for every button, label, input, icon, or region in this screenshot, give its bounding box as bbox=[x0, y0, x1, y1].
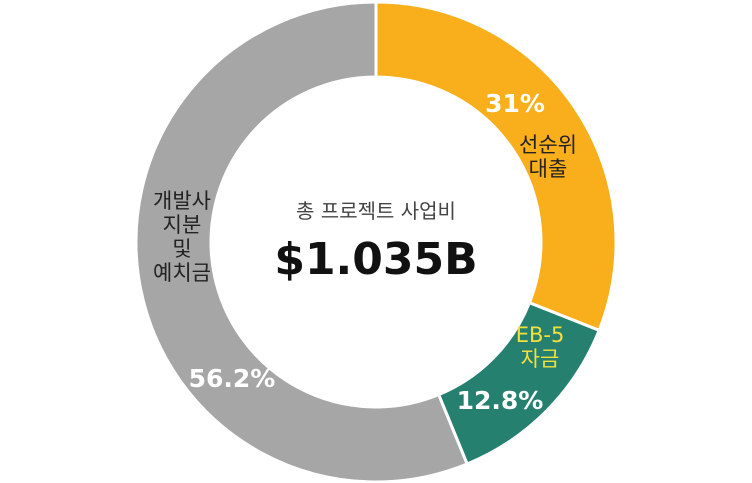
slices bbox=[134, 0, 618, 483]
slice-value: 12.8% bbox=[457, 386, 544, 415]
slice-value: 56.2% bbox=[189, 364, 276, 393]
chart-total: $1.035B bbox=[274, 234, 477, 285]
slice-value: 31% bbox=[485, 89, 545, 118]
chart-title: 총 프로젝트 사업비 bbox=[296, 199, 456, 223]
donut-slice bbox=[134, 0, 470, 483]
slice-category: 개발사 지분 및 예치금 bbox=[153, 189, 211, 285]
slice-category: 선순위 대출 bbox=[519, 133, 577, 181]
slice-category: EB-5 자금 bbox=[516, 323, 565, 371]
donut-slice bbox=[374, 0, 618, 333]
